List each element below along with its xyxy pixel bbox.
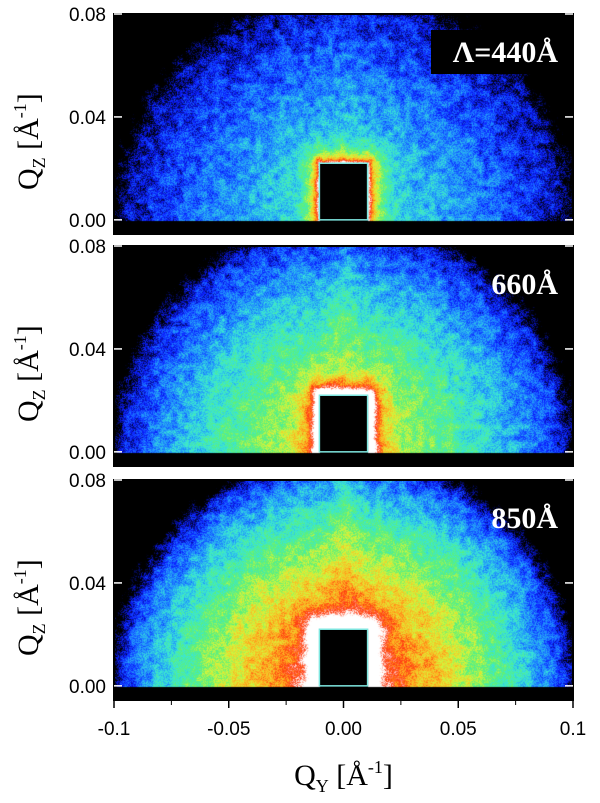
panels: 0.00 0.04 0.08 QZ [Å-1] Λ=440Å 0.00 0.04 0.08 QZ…: [10, 5, 574, 701]
y-axis-title: QZ [Å-1]: [10, 93, 49, 190]
x-axis-title: QY [Å-1]: [294, 757, 393, 796]
beamstop-1: [318, 162, 369, 221]
panel-label-1: Λ=440Å: [431, 30, 567, 74]
axes: -0.1 -0.05 0.00 0.05 0.1 QY [Å-1]: [98, 700, 586, 796]
panel-1: 0.00 0.04 0.08 QZ [Å-1] Λ=440Å: [10, 5, 574, 235]
panel-label-text: 660Å: [491, 268, 558, 301]
panel-frame-2: [113, 245, 574, 467]
y-tick-label: 0.04: [69, 108, 106, 129]
x-tick-label: 0.05: [440, 719, 477, 740]
panel-2: 0.00 0.04 0.08 QZ [Å-1] 660Å: [10, 237, 574, 467]
y-tick-label: 0.04: [69, 340, 106, 361]
beamstop-3: [318, 628, 369, 687]
panel-label-text: Λ=440Å: [453, 36, 559, 69]
panel-label-box: [431, 30, 567, 74]
panel-label-3: 850Å: [491, 502, 558, 535]
panel-label-2: 660Å: [491, 268, 558, 301]
y-tick-label: 0.00: [69, 211, 106, 232]
panel-frame-1: [113, 13, 574, 235]
panel-3: 0.00 0.04 0.08 QZ [Å-1] 850Å: [10, 471, 574, 701]
y-tick-label: 0.00: [69, 677, 106, 698]
y-tick-label: 0.00: [69, 443, 106, 464]
beamstop-2: [318, 394, 369, 453]
x-tick-label: 0.00: [325, 719, 362, 740]
y-tick-label: 0.08: [69, 471, 106, 492]
y-axis-title: QZ [Å-1]: [10, 325, 49, 422]
y-tick-label: 0.04: [69, 574, 106, 595]
panel-label-text: 850Å: [491, 502, 558, 535]
x-tick-label: 0.1: [560, 719, 586, 740]
y-tick-label: 0.08: [69, 5, 106, 26]
x-tick-label: -0.05: [207, 719, 250, 740]
y-axis-title: QZ [Å-1]: [10, 559, 49, 656]
y-tick-label: 0.08: [69, 237, 106, 258]
x-tick-label: -0.1: [98, 719, 131, 740]
